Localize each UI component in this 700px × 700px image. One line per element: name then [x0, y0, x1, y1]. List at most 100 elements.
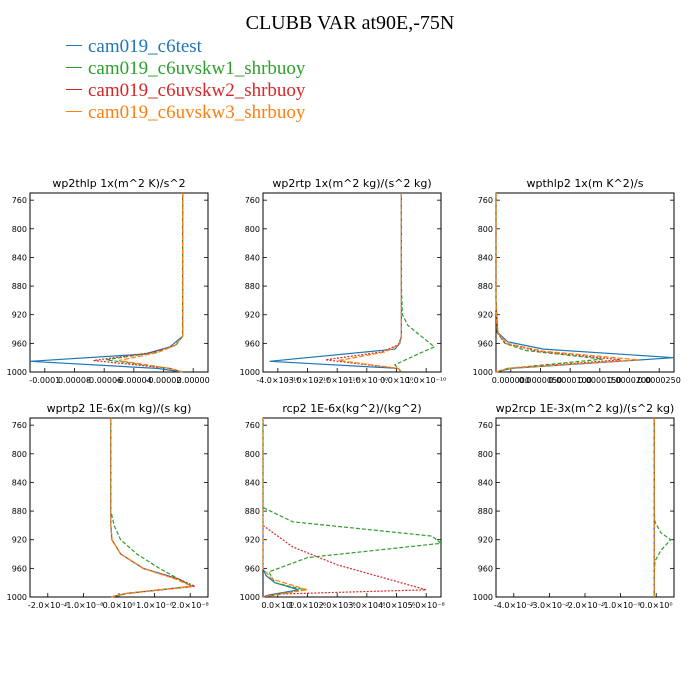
x-tick-label: 0.0×10⁰ — [103, 601, 136, 610]
plot-frame — [29, 417, 209, 598]
plot-frame — [29, 192, 209, 373]
x-tick-label: 0.0×10⁰ — [380, 376, 413, 385]
y-tick-label: 1000 — [240, 368, 260, 377]
series-line-0 — [110, 418, 194, 598]
x-tick-label: -1.0×10⁻¹⁰ — [345, 376, 388, 385]
series-line-2 — [93, 193, 184, 373]
x-tick-label: 0.0000200 — [608, 376, 651, 385]
y-tick-label: 760 — [478, 196, 493, 205]
x-tick-label: 4.0×10⁻⁸ — [378, 601, 415, 610]
y-tick-label: 960 — [478, 564, 493, 573]
y-tick-label: 760 — [12, 421, 27, 430]
x-tick-label: 1.0×10⁻⁸ — [289, 601, 326, 610]
figure-title: CLUBB VAR at90E,-75N — [245, 12, 455, 34]
chart-panel: wpthlp2 1x(m K^2)/s 760 800 840 880 920 960 100… — [473, 177, 681, 385]
x-tick-label: 0.0×10⁰ — [640, 601, 673, 610]
y-tick-label: 960 — [478, 339, 493, 348]
y-tick-label: 800 — [478, 450, 493, 459]
legend-label: cam019_c6uvskw3_shrbuoy — [88, 102, 306, 123]
y-tick-label: 960 — [12, 564, 27, 573]
y-tick-label: 920 — [245, 311, 260, 320]
x-tick-label: -4.0×10⁻⁹ — [494, 601, 534, 610]
series-line-2 — [262, 524, 427, 598]
y-tick-label: 760 — [478, 421, 493, 430]
x-tick-label: -0.00004 — [116, 376, 152, 385]
y-tick-label: 880 — [245, 282, 260, 291]
legend-item: cam019_c6uvskw3_shrbuoy — [66, 102, 305, 124]
y-tick-label: 760 — [12, 196, 27, 205]
x-tick-label: -2.0×10⁻⁹ — [565, 601, 605, 610]
chart-panel: rcp2 1E-6x(kg^2)/(kg^2) 760 800 840 880 920 96… — [240, 402, 445, 610]
y-tick-label: 840 — [12, 478, 27, 487]
x-tick-label: -3.0×10⁻⁹ — [529, 601, 569, 610]
x-tick-label: -2.0×10⁻¹⁰ — [316, 376, 359, 385]
legend-label: cam019_c6uvskw1_shrbuoy — [88, 58, 306, 79]
y-tick-label: 1000 — [473, 368, 493, 377]
x-tick-label: -0.00006 — [86, 376, 122, 385]
y-tick-label: 1000 — [7, 368, 27, 377]
series-line-2 — [110, 418, 198, 598]
y-tick-label: 920 — [245, 536, 260, 545]
x-tick-label: -3.0×10⁻¹⁰ — [286, 376, 329, 385]
chart-panel: wp2rcp 1E-3x(m^2 kg)/(s^2 kg)760 800 840 88… — [473, 402, 675, 610]
y-tick-label: 920 — [12, 536, 27, 545]
y-tick-label: 800 — [12, 225, 27, 234]
x-tick-label: 1.0×10⁻¹⁰ — [406, 376, 446, 385]
x-tick-label: 2.0×10⁻⁸ — [319, 601, 356, 610]
panel-title: wprtp2 1E-6x(m kg)/(s kg) — [47, 402, 192, 415]
y-tick-label: 880 — [245, 507, 260, 516]
chart-panel: wp2thlp 1x(m^2 K)/s^2 760 800 840 880 920 960 1… — [7, 177, 210, 385]
y-tick-label: 960 — [12, 339, 27, 348]
y-tick-label: 1000 — [240, 593, 260, 602]
panel-title: wp2rcp 1E-3x(m^2 kg)/(s^2 kg) — [496, 402, 675, 415]
legend: cam019_c6test cam019_c6uvskw1_shrbuoy cam0… — [66, 36, 305, 124]
y-tick-label: 840 — [245, 253, 260, 262]
y-tick-label: 920 — [478, 311, 493, 320]
series-line-1 — [262, 418, 443, 598]
plot-frame — [495, 417, 675, 598]
series-line-3 — [495, 193, 639, 373]
series-line-0 — [495, 193, 675, 373]
x-tick-label: -0.0001 — [29, 376, 60, 385]
legend-item: cam019_c6uvskw2_shrbuoy — [66, 80, 305, 102]
y-tick-label: 840 — [478, 478, 493, 487]
y-tick-label: 920 — [12, 311, 27, 320]
legend-item: cam019_c6test — [66, 36, 305, 58]
y-tick-label: 800 — [478, 225, 493, 234]
series-line-3 — [338, 193, 402, 373]
x-tick-label: 2.0×10⁻⁸ — [172, 601, 209, 610]
x-tick-label: -4.0×10⁻¹⁰ — [256, 376, 299, 385]
series-line-1 — [653, 418, 672, 597]
series-line-3 — [110, 418, 195, 598]
x-tick-label: -0.00002 — [146, 376, 182, 385]
x-tick-label: -1.0×10⁻⁹ — [601, 601, 641, 610]
panel-title: rcp2 1E-6x(kg^2)/(kg^2) — [282, 402, 421, 415]
x-tick-label: 5.0×10⁻⁸ — [408, 601, 445, 610]
x-tick-label: 0.000000 — [492, 376, 530, 385]
x-tick-label: 1.0×10⁻⁸ — [136, 601, 173, 610]
legend-swatch — [66, 111, 82, 113]
y-tick-label: 840 — [478, 253, 493, 262]
series-line-0 — [269, 193, 402, 373]
x-tick-label: 0.00008 — [58, 376, 91, 385]
y-tick-label: 880 — [12, 282, 27, 291]
x-tick-label: 0.0000050 — [519, 376, 562, 385]
x-tick-label: 0.0000100 — [549, 376, 592, 385]
legend-swatch — [66, 67, 82, 69]
legend-item: cam019_c6uvskw1_shrbuoy — [66, 58, 305, 80]
x-tick-label: -1.0×10⁻⁸ — [63, 601, 103, 610]
x-tick-label: 0.0×10⁰ — [261, 601, 294, 610]
y-tick-label: 880 — [478, 282, 493, 291]
x-tick-label: -2.0×10⁻⁸ — [28, 601, 68, 610]
y-tick-label: 840 — [12, 253, 27, 262]
x-tick-label: 0.00000 — [177, 376, 210, 385]
y-tick-label: 760 — [245, 196, 260, 205]
panel-title: wp2thlp 1x(m^2 K)/s^2 — [52, 177, 185, 190]
y-tick-label: 1000 — [473, 593, 493, 602]
series-line-1 — [110, 418, 194, 598]
y-tick-label: 800 — [245, 450, 260, 459]
y-tick-label: 800 — [245, 225, 260, 234]
legend-label: cam019_c6uvskw2_shrbuoy — [88, 80, 306, 101]
legend-swatch — [66, 45, 82, 47]
